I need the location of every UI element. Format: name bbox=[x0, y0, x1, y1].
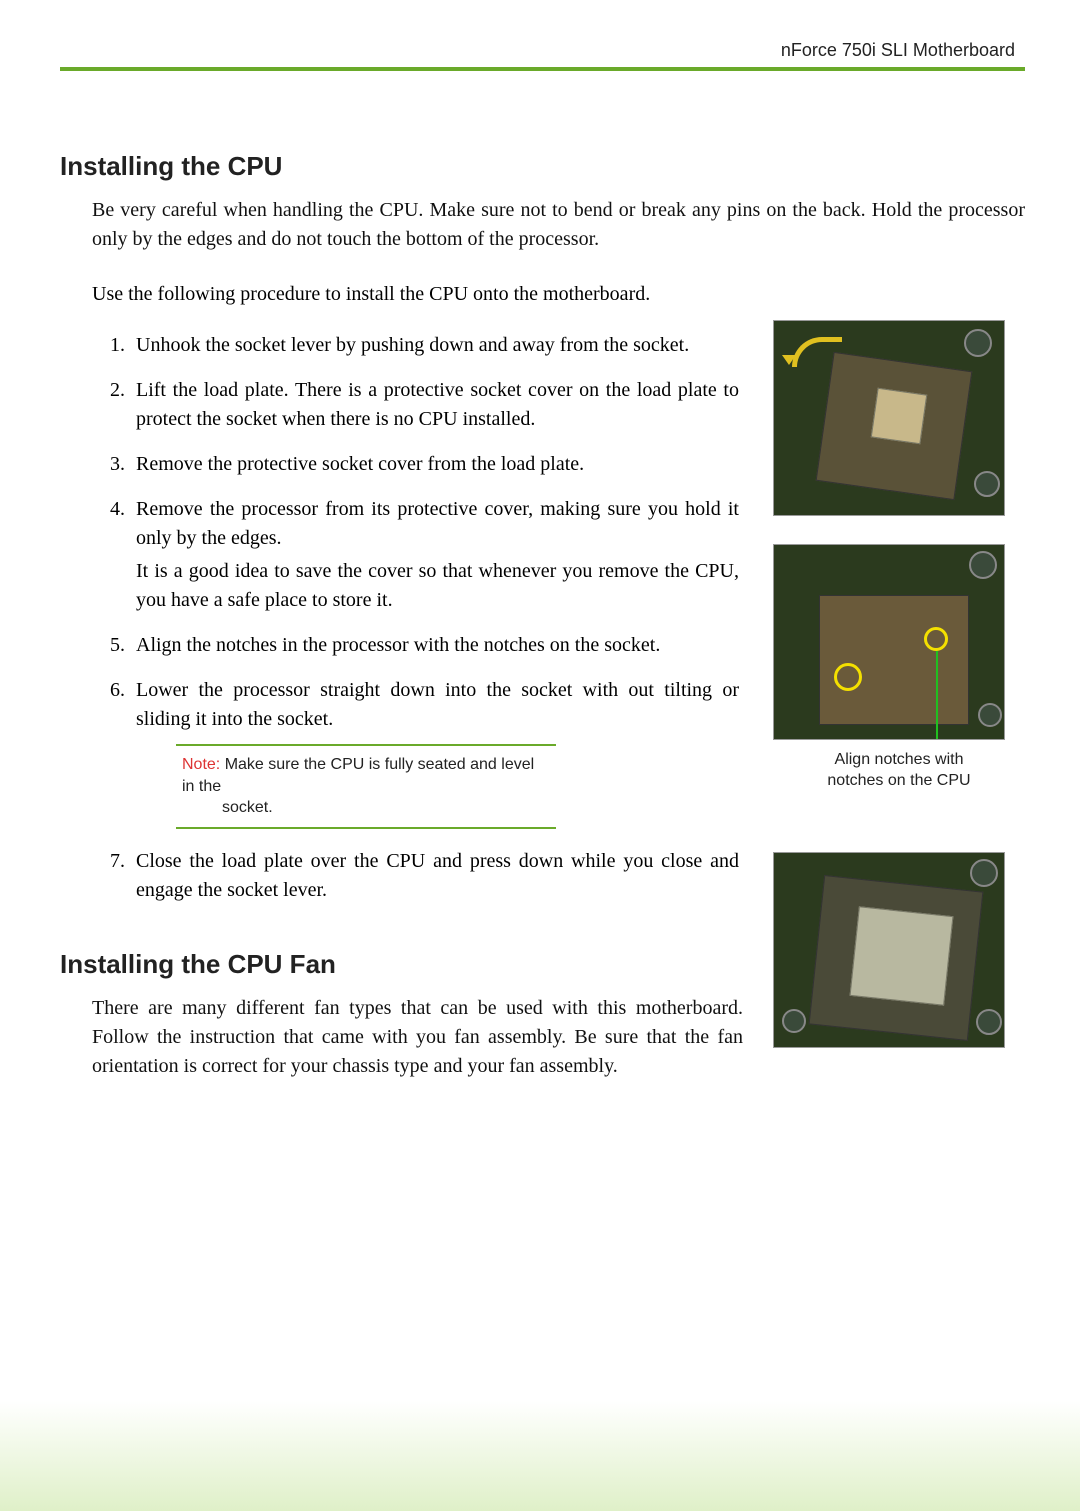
figure-align-notches bbox=[773, 544, 1005, 740]
figure-caption-line2: notches on the CPU bbox=[827, 772, 970, 789]
page-header-product: nForce 750i SLI Motherboard bbox=[60, 40, 1025, 67]
cpu-step-2: Lift the load plate. There is a protecti… bbox=[130, 376, 739, 434]
cpu-step-7: Close the load plate over the CPU and pr… bbox=[130, 847, 739, 905]
cpu-step-1: Unhook the socket lever by pushing down … bbox=[130, 331, 739, 360]
cpu-step-4-text: Remove the processor from its protective… bbox=[136, 498, 739, 549]
cpu-note-label: Note: bbox=[182, 756, 220, 773]
cpu-step-6: Lower the processor straight down into t… bbox=[130, 676, 739, 829]
cpu-intro-paragraph: Be very careful when handling the CPU. M… bbox=[92, 196, 1025, 254]
cpu-note-text-l2: socket. bbox=[182, 797, 550, 819]
header-rule bbox=[60, 67, 1025, 71]
heading-installing-cpu: Installing the CPU bbox=[60, 151, 1025, 182]
figure-caption-line1: Align notches with bbox=[835, 751, 964, 768]
figure-cpu-seated bbox=[773, 852, 1005, 1048]
figure-align-notches-caption: Align notches with notches on the CPU bbox=[773, 750, 1025, 792]
cpu-step-4-extra: It is a good idea to save the cover so t… bbox=[136, 557, 739, 615]
page-footer-gradient bbox=[0, 1401, 1080, 1511]
cpu-note-text-l1: Make sure the CPU is fully seated and le… bbox=[182, 756, 534, 795]
cpu-fan-paragraph: There are many different fan types that … bbox=[92, 994, 743, 1081]
cpu-steps-list: Unhook the socket lever by pushing down … bbox=[130, 331, 743, 905]
cpu-note-box: Note: Make sure the CPU is fully seated … bbox=[176, 744, 556, 829]
figure-cpu-socket-lever bbox=[773, 320, 1005, 516]
cpu-step-5: Align the notches in the processor with … bbox=[130, 631, 739, 660]
cpu-step-6-text: Lower the processor straight down into t… bbox=[136, 679, 739, 730]
cpu-step-4: Remove the processor from its protective… bbox=[130, 495, 739, 615]
cpu-procedure-leadin: Use the following procedure to install t… bbox=[92, 280, 743, 309]
heading-installing-cpu-fan: Installing the CPU Fan bbox=[60, 949, 743, 980]
cpu-step-3: Remove the protective socket cover from … bbox=[130, 450, 739, 479]
